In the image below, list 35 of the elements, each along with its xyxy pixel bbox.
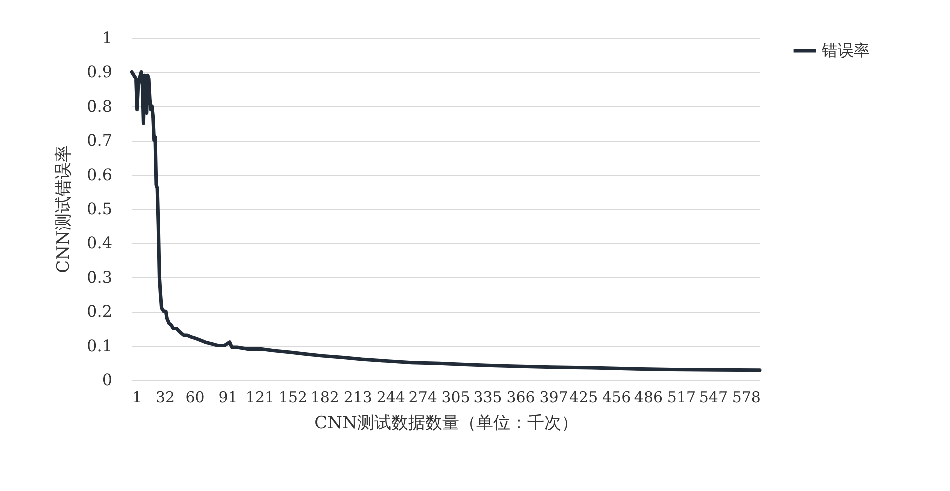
x-tick-label: 213 <box>344 388 372 406</box>
x-tick-label: 32 <box>156 388 176 406</box>
x-tick-label: 182 <box>310 388 340 406</box>
x-tick-label: 274 <box>408 388 438 406</box>
x-tick-label: 60 <box>186 388 205 406</box>
x-tick-label: 152 <box>278 388 308 406</box>
y-tick-label: 0.8 <box>87 96 112 116</box>
x-tick-label: 91 <box>218 388 238 406</box>
y-tick-label: 0.9 <box>87 62 112 82</box>
x-tick-label: 121 <box>246 388 275 406</box>
x-tick-label: 456 <box>602 388 632 406</box>
x-tick-label: 305 <box>442 388 470 406</box>
y-tick-label: 0.3 <box>87 268 112 287</box>
y-tick-label: 0.2 <box>87 302 112 322</box>
x-tick-label: 517 <box>667 388 696 406</box>
x-tick-label: 486 <box>634 388 664 406</box>
y-tick-label: 0.6 <box>87 165 112 184</box>
x-tick-label: 244 <box>376 388 406 406</box>
legend-label: 错误率 <box>821 41 870 60</box>
y-tick-label: 0.1 <box>87 336 112 356</box>
x-tick-label: 425 <box>569 388 598 406</box>
x-tick-label: 1 <box>132 388 142 406</box>
x-tick-label: 397 <box>540 388 568 406</box>
y-tick-label: 0 <box>102 370 112 390</box>
x-tick-label: 547 <box>699 388 728 406</box>
x-tick-label: 578 <box>732 388 761 406</box>
y-tick-label: 0.7 <box>87 131 112 150</box>
y-tick-label: 0.5 <box>87 200 112 218</box>
y-tick-label: 1 <box>102 28 112 48</box>
x-tick-label: 335 <box>474 388 502 406</box>
x-tick-label: 366 <box>506 388 536 406</box>
y-axis-title: CNN测试错误率 <box>54 146 74 274</box>
line-series <box>130 70 762 372</box>
y-tick-label: 0.4 <box>87 234 112 253</box>
x-axis-title: CNN测试数据数量（单位：千次） <box>314 414 578 434</box>
